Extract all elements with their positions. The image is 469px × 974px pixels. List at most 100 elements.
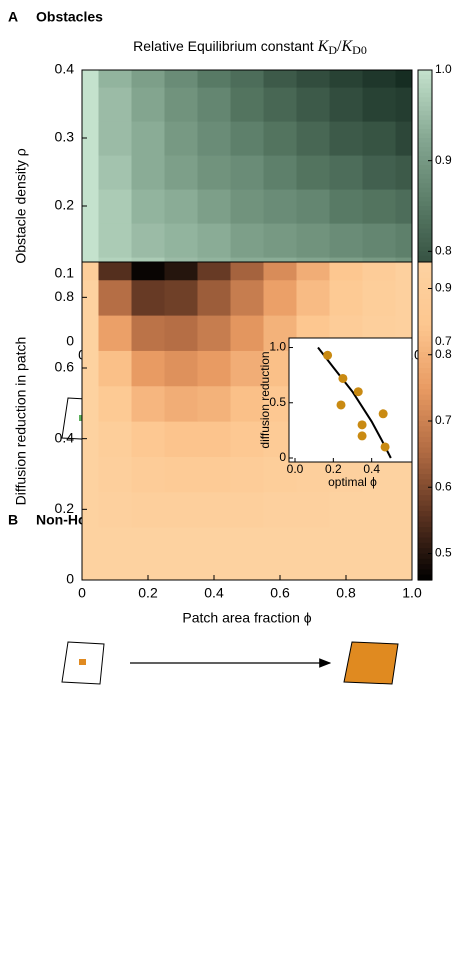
colorbar-slice — [418, 246, 432, 252]
x-tick-label: 0.4 — [363, 462, 380, 476]
x-tick-label: 0.0 — [287, 462, 304, 476]
heat-cell — [197, 456, 232, 493]
y-tick-label: 0.1 — [55, 265, 75, 281]
colorbar-tick-label: 0.6 — [435, 479, 452, 493]
colorbar-slice — [418, 352, 432, 358]
colorbar-slice — [418, 210, 432, 216]
colorbar-slice — [418, 511, 432, 517]
heat-cell — [395, 491, 412, 528]
colorbar-slice — [418, 237, 432, 243]
colorbar-slice — [418, 255, 432, 261]
heat-cell — [395, 87, 412, 122]
heat-cell — [362, 262, 397, 281]
heat-cell — [230, 121, 265, 156]
colorbar-slice — [418, 325, 432, 332]
scatter-point — [353, 387, 363, 397]
colorbar-slice — [418, 174, 432, 180]
colorbar-slice — [418, 156, 432, 162]
heat-cell — [164, 262, 199, 281]
heat-cell — [131, 155, 166, 190]
heat-cell — [197, 87, 232, 122]
y-tick-label: 0 — [66, 571, 74, 587]
heat-cell — [82, 87, 100, 122]
colorbar-slice — [418, 431, 432, 438]
heat-cell — [329, 223, 364, 258]
heat-cell — [296, 121, 331, 156]
colorbar-slice — [418, 389, 432, 396]
y-axis-label: Diffusion reduction in patch — [13, 337, 29, 506]
heat-cell — [82, 223, 100, 258]
colorbar-slice — [418, 521, 432, 528]
x-tick-label: 0.8 — [336, 585, 356, 601]
heat-cell — [98, 87, 133, 122]
heat-cell — [82, 421, 100, 457]
heat-cell — [131, 456, 166, 493]
heat-cell — [296, 189, 331, 224]
heat-cell — [296, 279, 331, 316]
colorbar-slice — [418, 215, 432, 221]
heat-cell — [230, 223, 265, 258]
heat-cell — [263, 262, 298, 281]
colorbar-slice — [418, 101, 432, 107]
colorbar-slice — [418, 79, 432, 85]
colorbar-slice — [418, 362, 432, 369]
heat-cell — [131, 315, 166, 351]
colorbar-slice — [418, 228, 432, 234]
heat-cell — [98, 491, 133, 528]
heat-cell — [82, 189, 100, 224]
heat-cell — [395, 189, 412, 224]
heat-cell — [197, 155, 232, 190]
heat-cell — [362, 279, 397, 316]
heat-cell — [197, 491, 232, 528]
heat-cell — [164, 70, 199, 88]
heat-cell — [98, 262, 133, 281]
heat-cell — [164, 315, 199, 351]
heat-cell — [395, 70, 412, 88]
subtitle-part: Relative Equilibrium constant — [133, 38, 314, 54]
heat-cell — [197, 562, 232, 580]
colorbar-slice — [418, 330, 432, 337]
colorbar-slice — [418, 505, 432, 512]
y-tick-label: 0 — [66, 333, 74, 349]
heat-cell — [362, 491, 397, 528]
x-tick-label: 0.2 — [138, 585, 158, 601]
heat-cell — [98, 70, 133, 88]
heat-cell — [82, 315, 100, 351]
colorbar-slice — [418, 542, 432, 549]
heat-cell — [98, 385, 133, 422]
x-tick-label: 0.2 — [325, 462, 342, 476]
heat-cell — [82, 350, 100, 387]
colorbar-slice — [418, 138, 432, 144]
scatter-point — [378, 409, 388, 419]
colorbar-slice — [418, 442, 432, 449]
colorbar-slice — [418, 219, 432, 225]
scatter-point — [336, 400, 346, 410]
heat-cell — [296, 491, 331, 528]
colorbar-slice — [418, 516, 432, 523]
heat-cell — [131, 121, 166, 156]
colorbar-slice — [418, 463, 432, 470]
heat-cell — [296, 562, 331, 580]
colorbar-slice — [418, 192, 432, 198]
colorbar-slice — [418, 251, 432, 257]
colorbar-slice — [418, 415, 432, 422]
y-tick-label: 0.4 — [55, 429, 75, 445]
heat-cell — [395, 279, 412, 316]
heat-cell — [82, 121, 100, 156]
heat-cell — [98, 527, 133, 563]
colorbar-slice — [418, 165, 432, 171]
heat-cell — [98, 279, 133, 316]
heat-cell — [362, 155, 397, 190]
panel-label: B — [8, 512, 18, 528]
heat-cell — [362, 121, 397, 156]
y-tick-label: 0.6 — [55, 359, 75, 375]
colorbar-slice — [418, 160, 432, 166]
subtitle-part: K — [340, 38, 353, 55]
colorbar-slice — [418, 569, 432, 576]
heat-cell — [197, 223, 232, 258]
colorbar-slice — [418, 196, 432, 203]
colorbar-slice — [418, 410, 432, 417]
inset-background — [288, 337, 413, 463]
heat-cell — [263, 562, 298, 580]
heat-cell — [230, 385, 265, 422]
